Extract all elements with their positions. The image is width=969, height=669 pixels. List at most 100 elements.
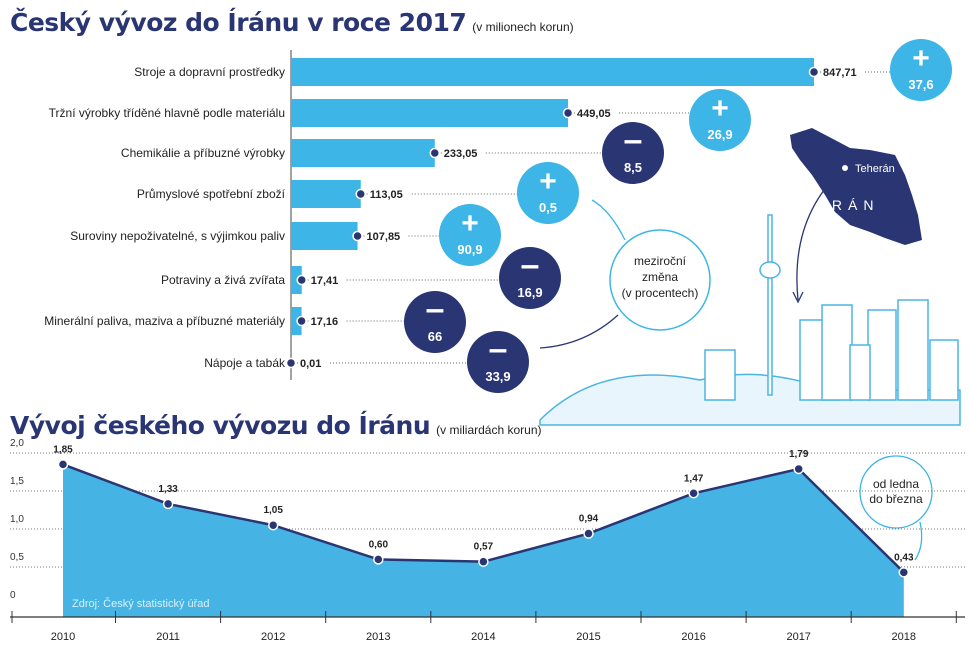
bar-end-marker: [562, 107, 574, 119]
increase-bubble: [439, 204, 501, 266]
bar: [291, 99, 569, 127]
bar-title-text: Český vývoz do Íránu v roce 2017: [10, 8, 467, 37]
increase-bubble: [517, 162, 579, 224]
tehran-label: Teherán: [855, 163, 895, 175]
bar-value-label: 17,41: [311, 275, 339, 287]
plus-icon: +: [461, 207, 479, 240]
bar-end-marker: [296, 274, 307, 286]
value-label-bg: [575, 105, 619, 121]
bar-value-label: 0,01: [300, 358, 321, 370]
bar-category-label: Minerální paliva, maziva a příbuzné mate…: [44, 314, 285, 328]
value-label-bg: [308, 313, 346, 329]
bar-value-label: 449,05: [577, 108, 611, 120]
bar-end-marker: [808, 66, 820, 78]
minus-icon: –: [426, 290, 445, 328]
yoy-legend-circle: [609, 229, 711, 331]
x-tick-label: 2011: [156, 631, 180, 643]
yoy-change-value: 33,9: [485, 369, 510, 384]
y-tick-label: 1,0: [10, 514, 24, 525]
bar: [291, 58, 814, 86]
data-value-label: 1,79: [789, 449, 809, 460]
bar-category-label: Tržní výrobky tříděné hlavně podle mater…: [49, 106, 285, 120]
x-tick-label: 2016: [681, 631, 705, 643]
bar-category-label: Nápoje a tabák: [204, 356, 286, 370]
yoy-legend-text: meziroční změna (v procentech): [622, 254, 699, 300]
decrease-bubble: [499, 247, 561, 309]
bar-end-marker: [355, 188, 366, 200]
increase-bubble: [890, 39, 952, 101]
bar: [291, 266, 302, 294]
tehran-skyline: [539, 214, 961, 426]
area-subtitle: (v miliardách korun): [436, 423, 542, 437]
data-point: [898, 567, 910, 578]
yoy-change-value: 37,6: [908, 77, 933, 92]
x-tick-label: 2017: [786, 631, 810, 643]
data-point: [793, 463, 804, 475]
y-tick-label: 1,5: [10, 476, 24, 487]
y-tick-label: 0: [10, 590, 16, 601]
data-value-label: 1,05: [263, 505, 283, 516]
value-label-bg: [308, 272, 346, 288]
value-label-bg: [367, 186, 411, 202]
minus-icon: –: [489, 330, 508, 368]
value-label-bg: [298, 355, 329, 371]
map-arrow: [796, 171, 841, 301]
bar-value-label: 107,85: [367, 231, 401, 243]
partial-year-annotation-circle: [859, 455, 933, 529]
bar-end-marker: [352, 230, 363, 242]
bar: [291, 307, 302, 335]
iran-label: ÍRÁN: [822, 197, 879, 213]
bar-category-label: Průmyslové spotřební zboží: [137, 187, 286, 201]
area-chart-title: Vývoj českého vývozu do Íránu (v miliardá…: [10, 411, 542, 440]
x-tick-label: 2012: [261, 631, 285, 643]
area-title-text: Vývoj českého vývozu do Íránu: [10, 411, 431, 440]
bar-category-label: Suroviny nepoživatelné, s výjimkou paliv: [70, 229, 285, 243]
bar-value-label: 847,71: [823, 67, 857, 79]
x-tick-label: 2018: [892, 631, 916, 643]
bar-end-marker: [285, 357, 297, 369]
plus-icon: +: [539, 165, 557, 198]
plus-icon: +: [912, 42, 930, 75]
x-tick-label: 2014: [471, 631, 495, 643]
minus-icon: –: [624, 121, 643, 159]
data-value-label: 1,33: [158, 484, 178, 495]
data-value-label: 0,94: [579, 514, 599, 525]
decrease-bubble: [404, 291, 466, 353]
data-value-label: 0,43: [894, 552, 914, 563]
bar-value-label: 113,05: [370, 189, 403, 201]
decrease-bubble: [602, 122, 664, 184]
bar-category-label: Potraviny a živá zvířata: [161, 273, 285, 287]
y-tick-label: 2,0: [10, 438, 24, 449]
bar-chart-title: Český vývoz do Íránu v roce 2017 (v milio…: [10, 8, 574, 37]
minus-icon: –: [521, 246, 540, 284]
data-point: [688, 488, 699, 499]
x-tick-label: 2015: [576, 631, 600, 643]
bar-end-marker: [429, 147, 441, 159]
yoy-change-value: 90,9: [457, 242, 482, 257]
value-label-bg: [364, 228, 408, 244]
data-value-label: 0,57: [474, 542, 494, 553]
bar: [291, 222, 358, 250]
data-value-label: 0,60: [369, 539, 389, 550]
area-fill: [63, 464, 904, 617]
value-label-bg: [821, 64, 864, 80]
data-value-label: 1,47: [684, 473, 704, 484]
bar-value-label: 17,16: [311, 316, 339, 328]
partial-year-annotation: od ledna do března: [869, 477, 923, 506]
yoy-change-value: 0,5: [539, 200, 557, 215]
x-tick-label: 2013: [366, 631, 390, 643]
bar: [291, 180, 361, 208]
source-note: Zdroj: Český statistický úřad: [72, 597, 210, 610]
data-point: [162, 498, 174, 510]
data-point: [373, 554, 384, 565]
tehran-marker: [840, 163, 850, 173]
data-value-label: 1,85: [53, 444, 73, 455]
bar-end-marker: [296, 315, 307, 327]
bar-value-label: 233,05: [444, 148, 478, 160]
bar: [291, 139, 435, 167]
yoy-change-value: 66: [428, 329, 442, 344]
bar-subtitle: (v milionech korun): [472, 20, 574, 34]
data-point: [583, 528, 594, 539]
x-tick-label: 2010: [51, 631, 75, 643]
plus-icon: +: [711, 92, 729, 125]
